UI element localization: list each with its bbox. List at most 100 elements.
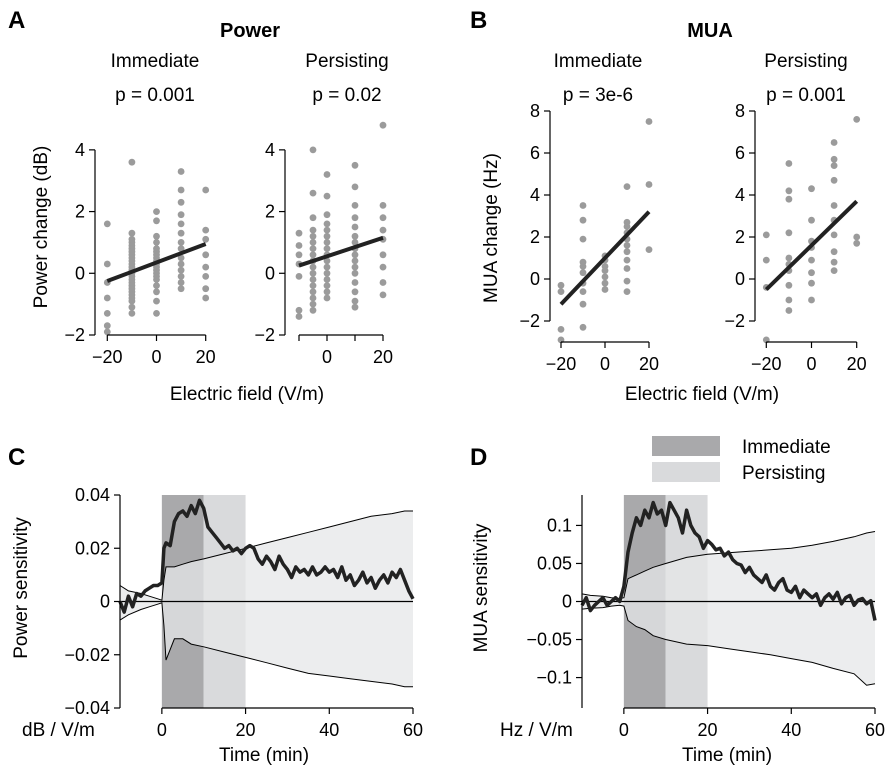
data-point [309,263,317,271]
data-point [645,181,653,188]
data-point [579,269,587,277]
a-persisting-pvalue: p = 0.02 [312,85,381,106]
data-point [153,217,160,225]
data-point [351,257,359,265]
data-point [153,282,160,289]
data-point [128,303,136,311]
data-point [830,231,838,239]
a-persisting-subtitle: Persisting [305,51,388,72]
data-point [323,257,331,265]
data-point [853,116,861,123]
data-point [379,251,387,259]
data-point [323,288,331,296]
data-point [379,279,387,286]
data-point [177,168,185,175]
data-point [323,282,331,289]
x-tick-label: −20 [546,354,577,374]
data-point [557,288,565,295]
y-tick-label: 8 [530,101,540,121]
y-tick-label: 6 [735,143,745,163]
data-point [153,288,160,296]
data-point [351,183,359,191]
data-point [153,276,160,283]
x-tick-label: 20 [847,354,867,374]
panel-b-xlabel: Electric field (V/m) [625,384,779,405]
data-point [853,239,861,247]
data-point [323,232,331,240]
data-point [601,273,609,281]
legend-immediate-swatch [652,436,720,456]
data-point [379,291,387,299]
y-tick-label: −2 [519,311,540,331]
fit-line [298,235,384,268]
data-point [351,223,359,231]
data-point [177,245,185,253]
data-point [309,306,317,314]
panel-a-title: Power [220,20,280,42]
data-point [830,258,838,266]
data-point [351,288,359,296]
panel-a-letter: A [8,7,25,34]
y-tick-label: 0 [100,592,110,612]
data-point [202,226,210,234]
data-point [323,276,331,283]
data-point [309,239,317,246]
data-point [128,310,136,317]
panel-d-letter: D [470,444,487,471]
y-tick-label: 0 [735,269,745,289]
data-point [202,235,210,243]
panel-a-xlabel: Electric field (V/m) [170,384,324,405]
data-point [830,155,838,163]
data-point [323,245,331,253]
panel-b-ylabel: MUA change (Hz) [481,153,502,303]
y-tick-label: −2 [254,325,275,345]
data-point [323,192,331,200]
data-point [808,185,815,193]
data-point [623,183,631,191]
data-point [295,273,303,280]
data-point [103,260,111,268]
data-point [309,300,317,308]
y-tick-label: 4 [75,140,85,160]
data-point [351,303,359,311]
data-point [785,160,793,167]
data-point [309,294,317,302]
data-point [379,202,387,209]
b-persisting-pvalue: p = 0.001 [766,85,846,106]
y-tick-label: 0.02 [75,538,110,558]
data-point [202,263,210,271]
x-tick-label: 60 [403,720,423,740]
data-point [379,263,387,271]
data-point [623,223,631,230]
data-point [830,162,838,170]
data-point [579,235,587,243]
data-point [785,307,793,314]
a-immediate-subtitle: Immediate [111,51,200,72]
panel-c-xlabel: Time (min) [219,745,309,766]
data-point [309,269,317,277]
data-point [785,195,793,203]
data-point [295,229,303,237]
x-tick-label: 0 [151,347,161,367]
x-tick-label: 0 [806,354,816,374]
y-tick-label: 2 [75,202,85,222]
data-point [351,279,359,286]
data-point [351,251,359,259]
data-point [623,288,631,295]
data-point [177,260,185,268]
data-point [557,281,565,289]
y-tick-label: 0.05 [537,553,572,573]
data-point [323,171,331,178]
chart-c-4: −0.04 −0.02 0 0.02 0.04 0 20 40 60 [64,485,423,740]
data-point [128,158,136,166]
panel-b-letter: B [470,7,487,34]
fit-line [106,242,207,283]
data-point [830,139,838,146]
data-point [351,269,359,277]
panel-c-unit: dB / V/m [22,720,95,741]
data-point [601,267,609,274]
data-point [601,279,609,287]
x-tick-label: 20 [196,347,216,367]
data-point [379,214,387,222]
